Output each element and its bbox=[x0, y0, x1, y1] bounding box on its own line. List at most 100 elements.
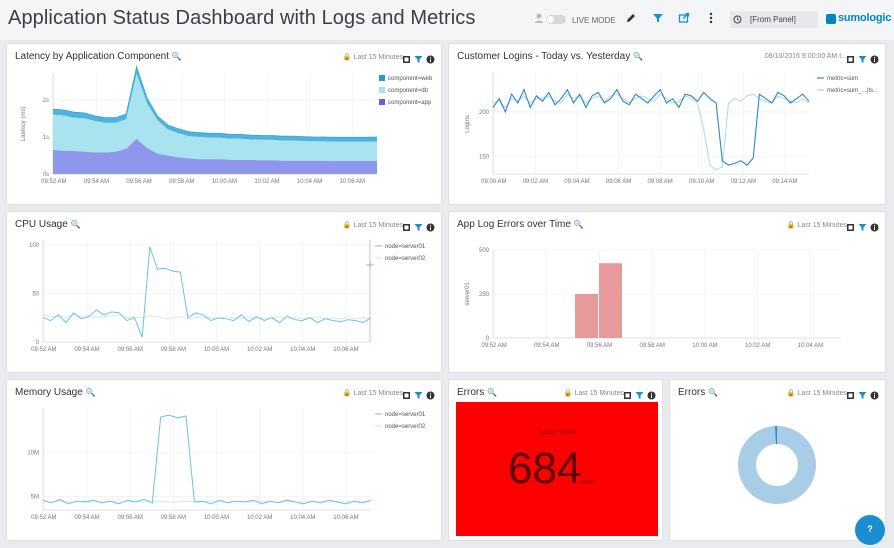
panel-title: Memory Usage 🔍 bbox=[15, 387, 96, 398]
panel-filter-icon[interactable] bbox=[414, 223, 423, 232]
x-tick-label: 09:04 AM bbox=[564, 179, 589, 185]
donut-slice bbox=[738, 426, 816, 504]
x-tick-label: 09:56 AM bbox=[117, 515, 142, 521]
latency-panel: Latency by Application Component 🔍 🔒 Las… bbox=[6, 43, 442, 205]
panel-maximize-icon[interactable] bbox=[402, 391, 411, 400]
y-tick-label: 150 bbox=[479, 154, 490, 160]
clock-icon bbox=[733, 15, 742, 24]
help-icon: ? bbox=[867, 524, 873, 534]
panel-filter-icon[interactable] bbox=[858, 391, 867, 400]
panel-actions bbox=[843, 219, 879, 232]
memory-panel: Memory Usage 🔍 🔒 Last 15 Minutes 5M 10M 09… bbox=[6, 379, 442, 541]
x-tick-label: 09:56 AM bbox=[126, 179, 151, 185]
x-tick-label: 09:10 AM bbox=[689, 179, 714, 185]
panel-actions bbox=[399, 51, 435, 64]
x-tick-label: 09:06 AM bbox=[606, 179, 631, 185]
panel-filter-icon[interactable] bbox=[414, 391, 423, 400]
panel-maximize-icon[interactable] bbox=[402, 223, 411, 232]
panel-info-icon[interactable] bbox=[870, 391, 879, 400]
x-tick-label: 10:06 AM bbox=[333, 515, 358, 521]
live-mode-toggle[interactable] bbox=[546, 15, 566, 24]
time-range-select[interactable]: [From Panel] bbox=[730, 11, 818, 28]
cpu-panel: CPU Usage 🔍 🔒 Last 15 Minutes 0 50 100 09:5… bbox=[6, 211, 442, 373]
panel-info-icon[interactable] bbox=[647, 391, 656, 400]
x-tick-label: 10:04 AM bbox=[297, 179, 322, 185]
x-tick-label: 10:00 AM bbox=[212, 179, 237, 185]
x-tick-label: 10:04 AM bbox=[290, 347, 315, 353]
panel-time-range: 🔒 Last 15 Minutes bbox=[786, 390, 847, 397]
y-tick-label: 0s bbox=[43, 172, 49, 178]
panel-time-range: 🔒 Last 15 Minutes bbox=[786, 222, 847, 229]
panel-maximize-icon[interactable] bbox=[846, 391, 855, 400]
x-tick-label: 09:56 AM bbox=[587, 343, 612, 349]
panel-info-icon[interactable] bbox=[426, 223, 435, 232]
series-line-today bbox=[492, 88, 810, 166]
series-line-yesterday bbox=[492, 93, 810, 171]
user-icon[interactable] bbox=[532, 11, 546, 25]
share-icon[interactable] bbox=[677, 11, 691, 25]
logo-mark bbox=[826, 14, 836, 24]
sumologic-logo: sumologic bbox=[826, 12, 891, 27]
help-chat-button[interactable]: ? bbox=[855, 515, 885, 545]
errors-label: System Errors bbox=[537, 430, 576, 436]
x-tick-label: 09:54 AM bbox=[74, 515, 99, 521]
x-tick-label: 09:56 AM bbox=[117, 347, 142, 353]
panel-maximize-icon[interactable] bbox=[846, 55, 855, 64]
x-tick-label: 09:52 AM bbox=[481, 343, 506, 349]
x-tick-label: 09:54 AM bbox=[534, 343, 559, 349]
panel-filter-icon[interactable] bbox=[858, 55, 867, 64]
x-tick-label: 10:02 AM bbox=[745, 343, 770, 349]
more-icon[interactable] bbox=[704, 11, 718, 25]
series-line-server02 bbox=[43, 500, 372, 503]
time-range-value: [From Panel] bbox=[750, 15, 796, 24]
panel-filter-icon[interactable] bbox=[635, 391, 644, 400]
dashboard-header: Application Status Dashboard with Logs a… bbox=[0, 0, 894, 40]
pencil-icon[interactable] bbox=[624, 11, 638, 25]
panel-info-icon[interactable] bbox=[870, 223, 879, 232]
x-tick-label: 09:08 AM bbox=[647, 179, 672, 185]
x-tick-label: 10:04 AM bbox=[798, 343, 823, 349]
y-tick-label: 10M bbox=[27, 450, 39, 456]
legend-swatch bbox=[379, 99, 385, 105]
memory-chart: 5M 10M 09:52 AM 09:54 AM 09:56 AM 09:58 AM 10:… bbox=[27, 408, 426, 521]
y-tick-label: 2s bbox=[43, 98, 49, 104]
x-tick-label: 09:00 AM bbox=[481, 179, 506, 185]
errors-donut-chart bbox=[738, 426, 816, 504]
panel-time-range: 🔒 Last 15 Minutes bbox=[342, 54, 403, 61]
panel-maximize-icon[interactable] bbox=[402, 55, 411, 64]
panel-filter-icon[interactable] bbox=[858, 223, 867, 232]
dashboard-title: Application Status Dashboard with Logs a… bbox=[8, 7, 476, 29]
panel-maximize-icon[interactable] bbox=[623, 391, 632, 400]
app-log-errors-panel: App Log Errors over Time 🔍 🔒 Last 15 Min… bbox=[448, 211, 886, 373]
x-tick-label: 09:58 AM bbox=[640, 343, 665, 349]
legend-entry: node=server01 bbox=[385, 244, 426, 250]
panel-info-icon[interactable] bbox=[870, 55, 879, 64]
panel-info-icon[interactable] bbox=[426, 391, 435, 400]
legend-entry: node=server02 bbox=[385, 256, 426, 262]
x-tick-label: 09:54 AM bbox=[74, 347, 99, 353]
legend-entry: component=db bbox=[388, 88, 429, 94]
filter-icon[interactable] bbox=[651, 11, 665, 25]
x-tick-label: 09:52 AM bbox=[41, 179, 66, 185]
x-tick-label: 10:02 AM bbox=[247, 515, 272, 521]
y-axis-title: Logins bbox=[465, 115, 471, 133]
x-tick-label: 10:02 AM bbox=[254, 179, 279, 185]
bar bbox=[599, 263, 622, 338]
errors-donut-panel: Errors 🔍 🔒 Last 15 Minutes bbox=[669, 379, 886, 541]
legend-entry: node=server01 bbox=[385, 412, 426, 418]
bar bbox=[575, 294, 598, 338]
errors-value: 684 bbox=[508, 444, 582, 493]
panel-info-icon[interactable] bbox=[426, 55, 435, 64]
x-tick-label: 10:04 AM bbox=[290, 515, 315, 521]
y-tick-label: 5M bbox=[31, 495, 39, 501]
panel-maximize-icon[interactable] bbox=[846, 223, 855, 232]
y-tick-label: 100 bbox=[29, 243, 40, 249]
x-tick-label: 09:52 AM bbox=[31, 347, 56, 353]
panel-filter-icon[interactable] bbox=[414, 55, 423, 64]
x-tick-label: 10:00 AM bbox=[204, 515, 229, 521]
series-line-server01 bbox=[42, 414, 372, 505]
x-tick-label: 09:14 AM bbox=[772, 179, 797, 185]
x-tick-label: 10:06 AM bbox=[333, 347, 358, 353]
x-tick-label: 09:58 AM bbox=[161, 515, 186, 521]
crosshair-icon bbox=[366, 261, 374, 269]
